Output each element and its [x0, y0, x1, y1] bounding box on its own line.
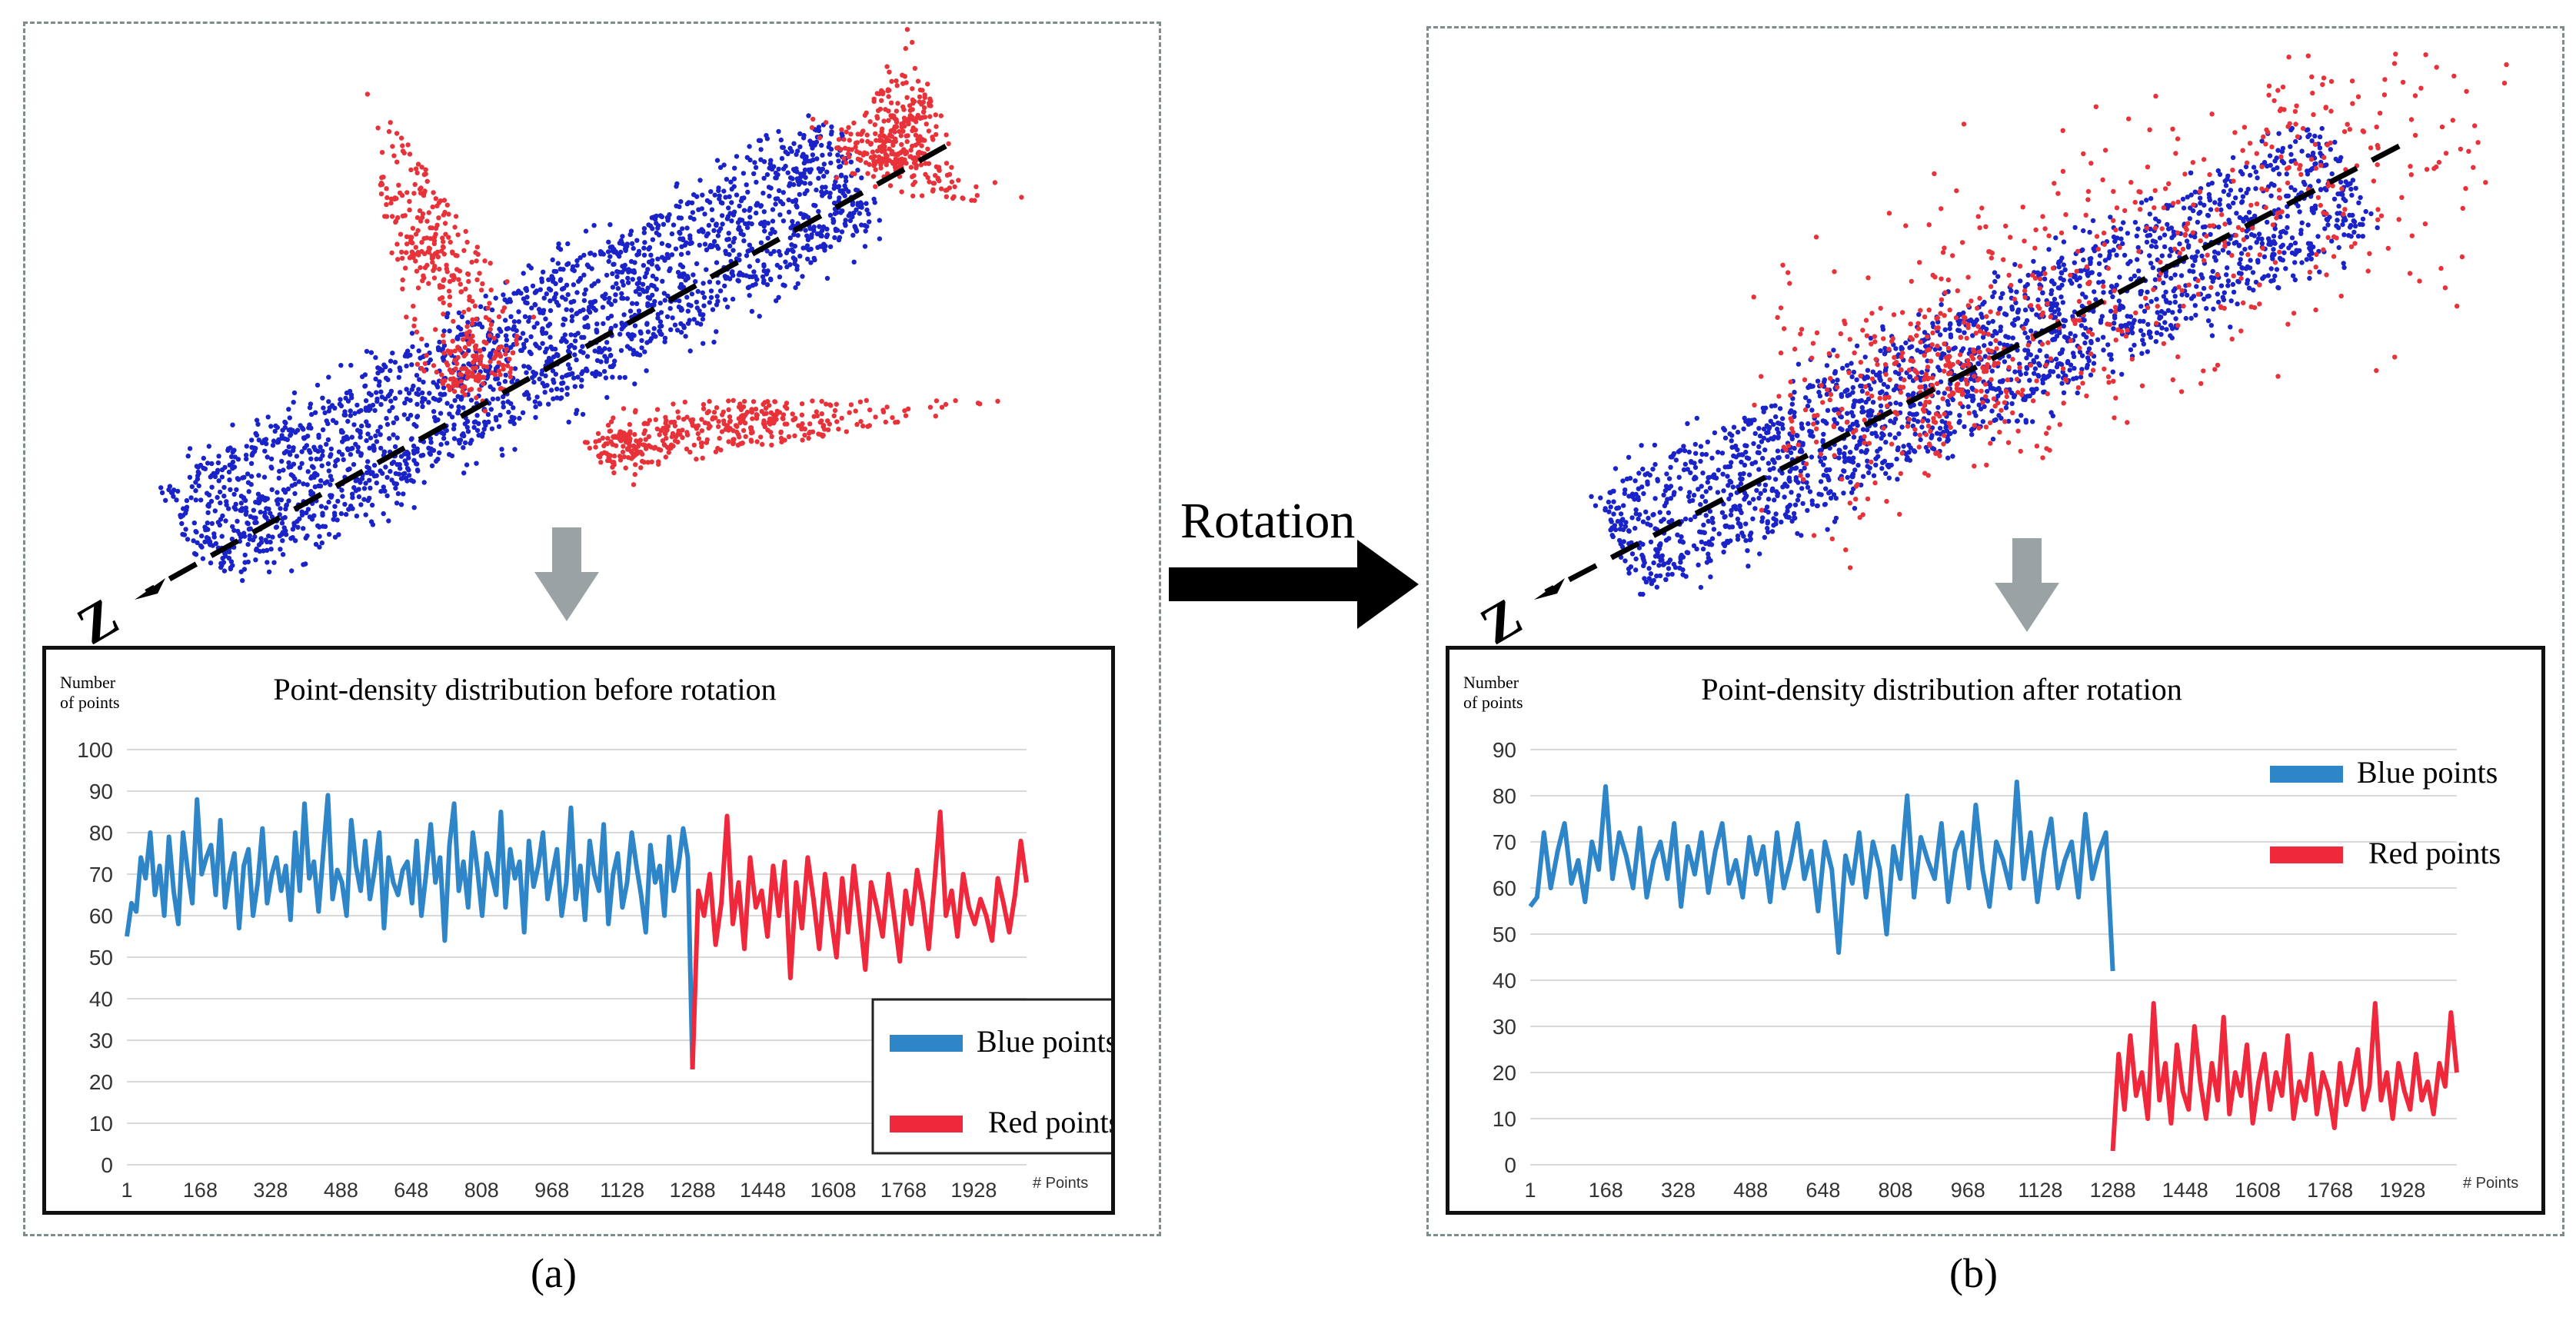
- y-tick-label: 0: [1504, 1153, 1516, 1177]
- series-line-blue: [1528, 780, 2115, 972]
- x-tick-label: 328: [1661, 1179, 1696, 1202]
- y-tick-label: 80: [1493, 784, 1516, 808]
- caption-a: (a): [531, 1250, 577, 1296]
- chart-b-svg: Point-density distribution after rotatio…: [1463, 672, 2518, 1202]
- series-line-red: [690, 810, 1029, 1069]
- y-tick-label: 10: [1493, 1107, 1516, 1131]
- rotation-arrow: [1169, 540, 1419, 629]
- y-tick-label: 60: [1493, 876, 1516, 900]
- x-tick-label: 1288: [670, 1179, 716, 1202]
- x-tick-label: 328: [253, 1179, 288, 1202]
- chart-a-svg: Point-density distribution before rotati…: [60, 672, 1111, 1202]
- x-axis-label: # Points: [1033, 1175, 1088, 1192]
- y-tick-label: 50: [1493, 923, 1516, 946]
- x-tick-label: 168: [183, 1179, 218, 1202]
- down-arrow-a: [534, 527, 599, 621]
- x-tick-label: 488: [324, 1179, 358, 1202]
- y-tick-label: 100: [77, 738, 113, 762]
- airplane-point-cloud-after-rotation: [1589, 52, 2509, 597]
- x-tick-label: 1: [1524, 1179, 1536, 1202]
- caption-b: (b): [1949, 1250, 1998, 1296]
- x-tick-label: 1768: [2307, 1179, 2353, 1202]
- legend-entry: Red points: [988, 1105, 1111, 1139]
- y-tick-label: 40: [89, 987, 113, 1011]
- y-tick-label: 0: [101, 1153, 113, 1177]
- y-tick-label: 70: [89, 863, 113, 886]
- x-tick-label: 808: [1879, 1179, 1913, 1202]
- x-tick-label: 488: [1733, 1179, 1768, 1202]
- y-tick-label: 20: [1493, 1061, 1516, 1085]
- y-tick-label: 30: [89, 1029, 113, 1053]
- x-tick-label: 1768: [880, 1179, 927, 1202]
- x-tick-label: 968: [534, 1179, 569, 1202]
- series-line-red: [2110, 1001, 2459, 1152]
- x-tick-label: 1608: [810, 1179, 856, 1202]
- legend-swatch: [890, 1116, 963, 1132]
- x-tick-label: 1448: [2162, 1179, 2208, 1202]
- x-tick-label: 1928: [2379, 1179, 2425, 1202]
- legend-swatch: [890, 1035, 963, 1052]
- x-tick-label: 1928: [950, 1179, 997, 1202]
- x-axis-label: # Points: [2463, 1175, 2518, 1192]
- y-tick-label: 20: [89, 1070, 113, 1094]
- y-tick-label: 50: [89, 946, 113, 969]
- chart-title: Point-density distribution before rotati…: [273, 672, 776, 707]
- y-tick-label: 90: [89, 780, 113, 803]
- panel-b-border: [1426, 26, 2564, 1236]
- x-tick-label: 1128: [2018, 1179, 2062, 1202]
- x-tick-label: 808: [464, 1179, 499, 1202]
- chart-legend: Blue points Red points: [871, 998, 1111, 1155]
- legend-entry: Blue points: [2357, 755, 2498, 790]
- y-tick-label: 80: [89, 821, 113, 845]
- chart-legend: Blue points Red points: [2270, 755, 2501, 870]
- x-tick-label: 1128: [600, 1179, 644, 1202]
- chart-before-rotation: Point-density distribution before rotati…: [42, 646, 1115, 1215]
- chart-after-rotation: Point-density distribution after rotatio…: [1446, 646, 2545, 1215]
- x-tick-label: 1608: [2235, 1179, 2281, 1202]
- z-axis-b: Z: [1471, 143, 2401, 657]
- x-tick-label: 168: [1589, 1179, 1623, 1202]
- y-tick-label: 40: [1493, 969, 1516, 993]
- x-tick-label: 968: [1951, 1179, 1985, 1202]
- y-tick-label: 30: [1493, 1015, 1516, 1039]
- chart-title: Point-density distribution after rotatio…: [1701, 672, 2182, 707]
- panel-a-border: [23, 22, 1161, 1236]
- y-tick-label: 90: [1493, 738, 1516, 762]
- y-tick-label: 70: [1493, 830, 1516, 854]
- x-tick-label: 648: [394, 1179, 428, 1202]
- series-line-blue: [125, 793, 695, 1069]
- legend-swatch: [2270, 766, 2343, 783]
- x-tick-label: 1448: [740, 1179, 786, 1202]
- y-tick-label: 60: [89, 904, 113, 928]
- down-arrow-b: [1995, 538, 2059, 632]
- legend-swatch: [2270, 846, 2343, 863]
- legend-entry: Blue points: [977, 1024, 1111, 1059]
- rotation-label: Rotation: [1180, 493, 1356, 549]
- x-tick-label: 1: [121, 1179, 132, 1202]
- y-tick-label: 10: [89, 1112, 113, 1136]
- y-axis-label: Number of points: [60, 673, 120, 712]
- x-tick-label: 1288: [2090, 1179, 2136, 1202]
- x-tick-label: 648: [1806, 1179, 1840, 1202]
- y-axis-label: Number of points: [1463, 673, 1523, 712]
- legend-entry: Red points: [2368, 836, 2501, 870]
- airplane-point-cloud-before-rotation: [158, 27, 1024, 584]
